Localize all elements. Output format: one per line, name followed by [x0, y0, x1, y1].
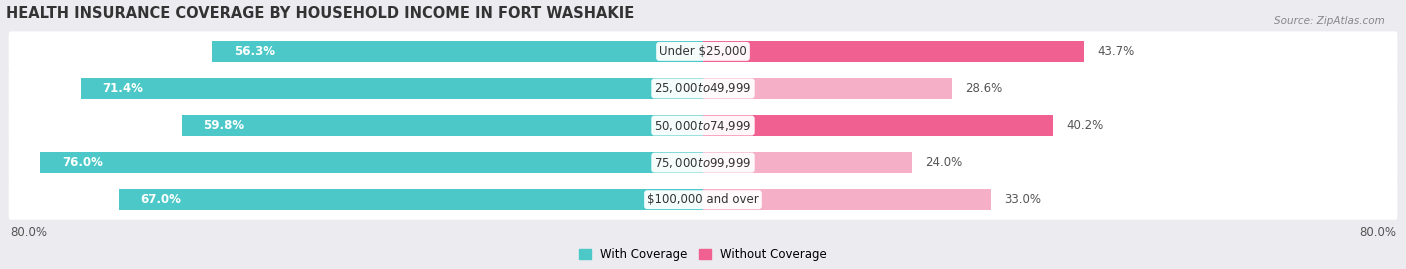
Legend: With Coverage, Without Coverage: With Coverage, Without Coverage — [579, 248, 827, 261]
Bar — [41, 152, 703, 173]
Text: 33.0%: 33.0% — [1004, 193, 1040, 206]
Text: 80.0%: 80.0% — [1360, 226, 1396, 239]
Bar — [703, 41, 1084, 62]
Bar — [703, 78, 952, 99]
Text: Source: ZipAtlas.com: Source: ZipAtlas.com — [1274, 16, 1385, 26]
Bar — [703, 115, 1053, 136]
Text: 80.0%: 80.0% — [10, 226, 46, 239]
Bar — [80, 78, 703, 99]
Bar — [212, 41, 703, 62]
FancyBboxPatch shape — [8, 105, 1398, 146]
Text: 56.3%: 56.3% — [233, 45, 276, 58]
Text: $50,000 to $74,999: $50,000 to $74,999 — [654, 119, 752, 133]
Bar — [703, 152, 912, 173]
Text: HEALTH INSURANCE COVERAGE BY HOUSEHOLD INCOME IN FORT WASHAKIE: HEALTH INSURANCE COVERAGE BY HOUSEHOLD I… — [6, 6, 634, 20]
Text: $25,000 to $49,999: $25,000 to $49,999 — [654, 82, 752, 95]
Text: 76.0%: 76.0% — [62, 156, 103, 169]
FancyBboxPatch shape — [8, 31, 1398, 71]
Text: $75,000 to $99,999: $75,000 to $99,999 — [654, 155, 752, 169]
FancyBboxPatch shape — [8, 143, 1398, 183]
Text: 40.2%: 40.2% — [1067, 119, 1104, 132]
Text: 43.7%: 43.7% — [1097, 45, 1135, 58]
FancyBboxPatch shape — [8, 68, 1398, 108]
Bar — [181, 115, 703, 136]
Text: 28.6%: 28.6% — [966, 82, 1002, 95]
Text: 24.0%: 24.0% — [925, 156, 963, 169]
Text: 59.8%: 59.8% — [204, 119, 245, 132]
Bar — [120, 189, 703, 210]
FancyBboxPatch shape — [8, 180, 1398, 220]
Text: 71.4%: 71.4% — [103, 82, 143, 95]
Text: $100,000 and over: $100,000 and over — [647, 193, 759, 206]
Bar — [703, 189, 991, 210]
Text: Under $25,000: Under $25,000 — [659, 45, 747, 58]
Text: 67.0%: 67.0% — [141, 193, 181, 206]
